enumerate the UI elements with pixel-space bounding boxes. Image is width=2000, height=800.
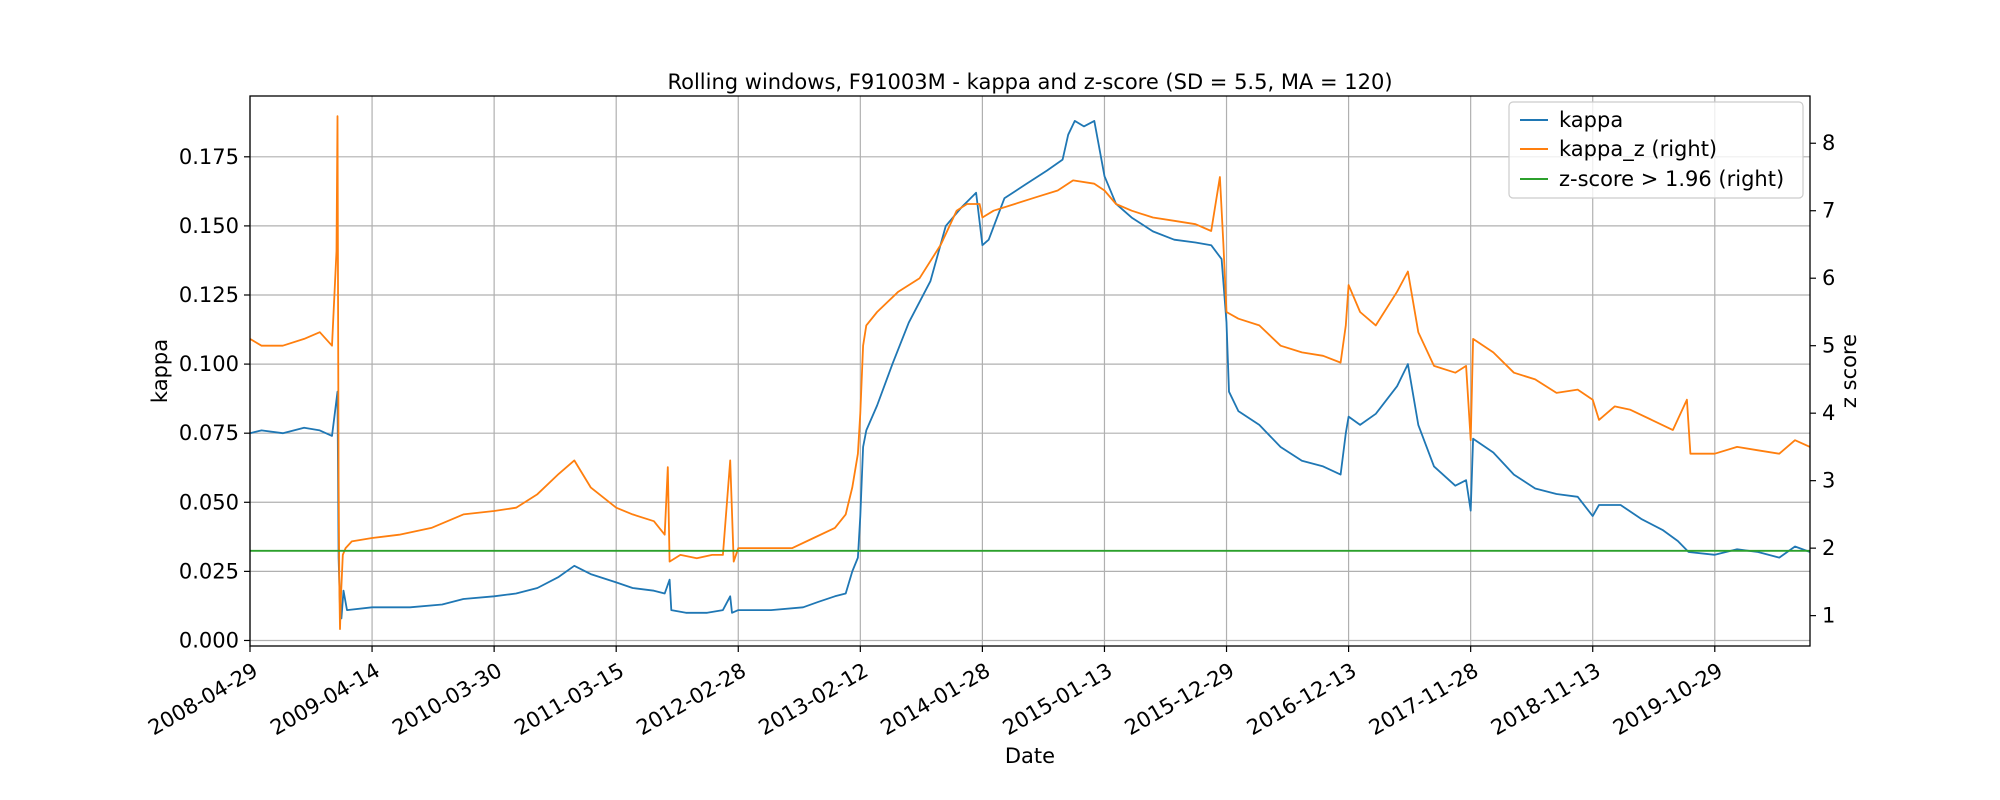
x-tick-label: 2014-01-28 (877, 658, 995, 740)
series-line-kappa (249, 120, 1811, 620)
y-right-tick-label: 2 (1822, 536, 1835, 560)
y-left-tick-label: 0.125 (179, 283, 239, 307)
y-right-tick-label: 3 (1822, 469, 1835, 493)
y-left-tick-label: 0.000 (179, 628, 239, 652)
y-axis-title-left: kappa (148, 339, 172, 403)
x-tick-label: 2012-02-28 (632, 658, 750, 740)
x-tick-label: 2015-01-13 (999, 658, 1117, 740)
legend: kappa kappa_z (right) z-score > 1.96 (ri… (1508, 101, 1804, 199)
y-left-tick-label: 0.175 (179, 145, 239, 169)
x-tick-label: 2015-12-29 (1121, 658, 1239, 740)
x-tick-label: 2016-12-13 (1243, 658, 1361, 740)
y-right-tick-label: 8 (1822, 131, 1835, 155)
x-tick-label: 2013-02-12 (754, 658, 872, 740)
legend-box (1508, 101, 1804, 199)
x-axis-title: Date (1005, 744, 1055, 768)
y-axis-title-right: z score (1837, 334, 1861, 408)
x-tick-label: 2008-04-29 (144, 658, 262, 740)
x-tick-label: 2018-11-13 (1487, 658, 1605, 740)
series-layer (249, 115, 1811, 630)
y-right-tick-label: 7 (1822, 199, 1835, 223)
y-right-tick-label: 5 (1822, 334, 1835, 358)
x-tick-label: 2019-10-29 (1609, 658, 1727, 740)
series-line-kappa-z-right (249, 115, 1811, 630)
x-tick-label: 2017-11-28 (1365, 658, 1483, 740)
y-right-tick-label: 1 (1822, 604, 1835, 628)
y-left-tick-label: 0.025 (179, 559, 239, 583)
y-left-tick-label: 0.050 (179, 490, 239, 514)
x-tick-label: 2011-03-15 (510, 658, 628, 740)
x-tick-label: 2010-03-30 (388, 658, 506, 740)
legend-label-kappa: kappa (1559, 108, 1623, 132)
y-left-tick-label: 0.075 (179, 421, 239, 445)
y-left-tick-label: 0.150 (179, 214, 239, 238)
y-right-tick-label: 4 (1822, 401, 1835, 425)
legend-label-zscore-threshold: z-score > 1.96 (right) (1559, 167, 1784, 191)
tick-layer: 2008-04-29 2009-04-14 2010-03-30 2011-03-15… (144, 131, 1835, 740)
x-tick-label: 2009-04-14 (266, 658, 384, 740)
y-left-tick-label: 0.100 (179, 352, 239, 376)
chart-title: Rolling windows, F91003M - kappa and z-s… (667, 70, 1392, 94)
plot-frame (249, 95, 1811, 647)
y-right-tick-label: 6 (1822, 266, 1835, 290)
legend-label-kappa-z: kappa_z (right) (1559, 137, 1717, 162)
